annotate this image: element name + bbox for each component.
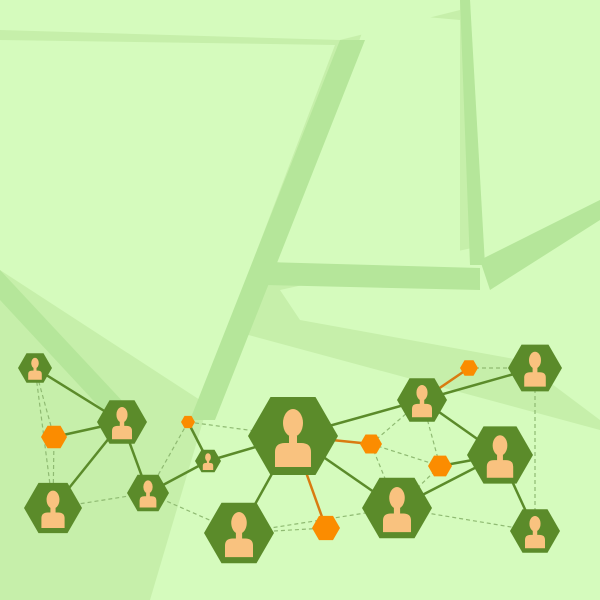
background-shape — [480, 200, 600, 290]
nodes — [18, 344, 562, 564]
person-node — [97, 400, 147, 444]
background-shape — [265, 262, 480, 290]
hexagon-icon — [460, 360, 478, 376]
hexagon-icon — [360, 434, 382, 454]
person-icon — [202, 453, 214, 470]
background-shape — [460, 0, 485, 265]
background-shape — [275, 12, 460, 280]
person-icon — [139, 480, 157, 508]
person-node — [510, 509, 560, 553]
dashed-edge — [34, 367, 55, 438]
background-shape — [0, 270, 140, 440]
hexagon-icon — [312, 515, 340, 541]
person-icon — [225, 512, 253, 558]
dashed-edge — [187, 421, 294, 437]
person-icon — [486, 435, 514, 478]
person-icon — [112, 407, 132, 440]
person-node — [204, 502, 274, 564]
person-node — [18, 353, 52, 383]
person-icon — [275, 409, 311, 467]
background-shape — [470, 0, 600, 260]
person-icon — [41, 490, 65, 528]
person-icon — [525, 516, 545, 549]
person-node — [24, 482, 82, 534]
background-shape — [190, 40, 365, 420]
person-node — [195, 449, 221, 473]
dashed-edge — [421, 399, 441, 467]
person-icon — [28, 357, 42, 380]
hexagon-icon — [428, 455, 452, 477]
background-shape — [0, 0, 460, 40]
person-icon — [383, 487, 411, 533]
dashed-edge — [370, 443, 441, 467]
hexagon-icon — [41, 425, 67, 449]
person-node — [397, 378, 447, 422]
person-node — [467, 426, 533, 484]
person-icon — [524, 351, 546, 387]
hexagon-icon — [181, 415, 195, 429]
background-shape — [0, 40, 335, 400]
person-node — [127, 474, 169, 512]
person-icon — [412, 385, 432, 418]
person-node — [508, 344, 562, 392]
person-node — [362, 477, 432, 539]
person-node — [248, 397, 338, 475]
